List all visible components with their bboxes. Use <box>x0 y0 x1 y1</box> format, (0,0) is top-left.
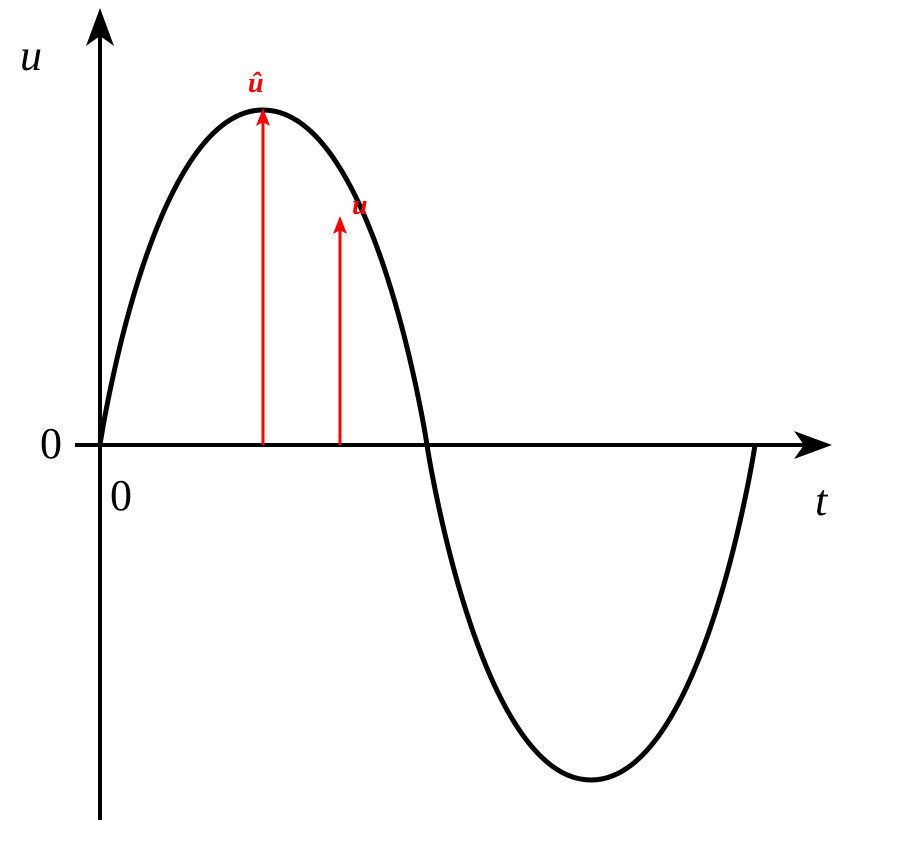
peak-label: û <box>248 68 264 100</box>
diagram-svg <box>0 0 908 852</box>
x-axis-label: t <box>815 475 827 526</box>
zero-below-label: 0 <box>110 470 132 521</box>
sine-wave-diagram: u t 0 0 û u <box>0 0 908 852</box>
zero-left-label: 0 <box>40 418 62 469</box>
instant-label: u <box>352 190 368 222</box>
y-axis-label: u <box>20 30 42 81</box>
